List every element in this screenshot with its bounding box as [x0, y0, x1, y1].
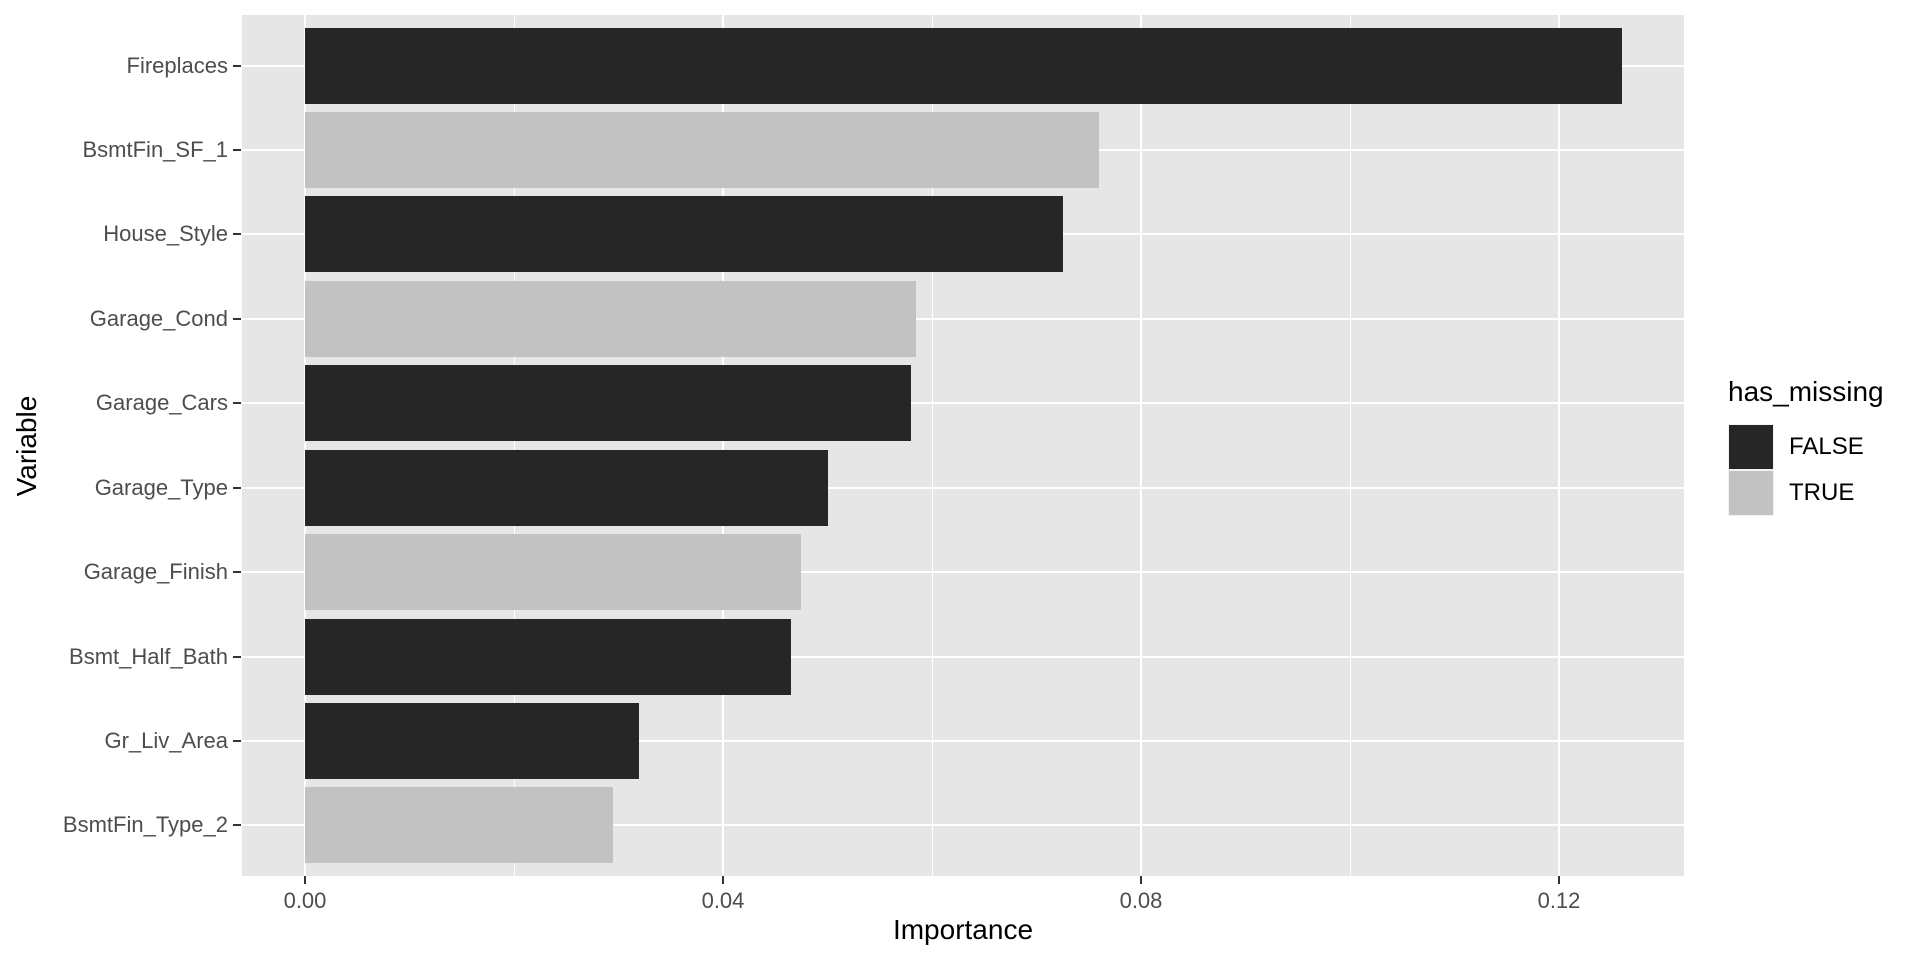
- y-tick-mark: [233, 317, 241, 320]
- y-tick-label: BsmtFin_SF_1: [82, 137, 229, 163]
- bar-fireplaces: [305, 27, 1622, 104]
- legend-key-false: FALSE: [1728, 424, 1884, 470]
- v-major-gridline: [1140, 15, 1142, 876]
- v-minor-gridline: [931, 15, 933, 876]
- y-tick-label: Gr_Liv_Area: [104, 727, 228, 753]
- bar-bsmtfin_sf_1: [305, 112, 1100, 189]
- legend-label-false: FALSE: [1789, 433, 1864, 460]
- legend: has_missing FALSE TRUE: [1728, 376, 1884, 516]
- y-tick-mark: [233, 402, 241, 405]
- v-major-gridline: [1558, 15, 1560, 876]
- v-major-gridline: [304, 15, 306, 876]
- y-tick-mark: [233, 149, 241, 152]
- y-tick-label: Fireplaces: [126, 52, 228, 78]
- h-gridline: [242, 824, 1684, 827]
- bar-gr_liv_area: [305, 702, 640, 779]
- y-tick-mark: [233, 486, 241, 489]
- v-minor-gridline: [513, 15, 515, 876]
- x-tick-label: 0.12: [1537, 888, 1581, 913]
- y-tick-label: House_Style: [103, 221, 228, 247]
- x-tick-mark: [1558, 876, 1560, 884]
- y-tick-mark: [233, 571, 241, 574]
- h-gridline: [242, 317, 1684, 320]
- v-minor-gridline: [1349, 15, 1351, 876]
- v-major-gridline: [722, 15, 724, 876]
- x-tick-mark: [1140, 876, 1142, 884]
- y-tick-label: Garage_Cars: [95, 390, 228, 416]
- y-tick-mark: [233, 233, 241, 236]
- plot-panel: [242, 15, 1684, 876]
- y-tick-label: Garage_Type: [94, 474, 228, 500]
- bar-bsmtfin_type_2: [305, 787, 614, 864]
- x-axis-title: Importance: [892, 914, 1034, 945]
- bar-garage_finish: [305, 534, 802, 611]
- h-gridline: [242, 571, 1684, 574]
- bar-garage_cond: [305, 280, 917, 357]
- y-tick-label: Bsmt_Half_Bath: [69, 643, 228, 669]
- bar-garage_type: [305, 449, 828, 526]
- h-gridline: [242, 486, 1684, 489]
- legend-key-true: TRUE: [1728, 470, 1884, 516]
- x-tick-mark: [722, 876, 724, 884]
- y-tick-mark: [233, 64, 241, 67]
- bar-bsmt_half_bath: [305, 618, 791, 695]
- legend-swatch-false: [1728, 424, 1774, 470]
- legend-title: has_missing: [1728, 376, 1884, 407]
- h-gridline: [242, 402, 1684, 405]
- x-tick-label: 0.04: [701, 888, 745, 913]
- x-tick-mark: [304, 876, 306, 884]
- bar-garage_cars: [305, 365, 912, 442]
- h-gridline: [242, 655, 1684, 658]
- y-tick-label: BsmtFin_Type_2: [62, 812, 228, 838]
- y-tick-label: Garage_Finish: [83, 559, 228, 585]
- h-gridline: [242, 739, 1684, 742]
- x-tick-label: 0.08: [1119, 888, 1163, 913]
- x-tick-label: 0.00: [283, 888, 327, 913]
- bar-house_style: [305, 196, 1063, 273]
- y-tick-label: Garage_Cond: [89, 305, 228, 331]
- legend-swatch-true: [1728, 470, 1774, 516]
- y-tick-mark: [233, 824, 241, 827]
- y-tick-mark: [233, 655, 241, 658]
- y-tick-mark: [233, 739, 241, 742]
- legend-label-true: TRUE: [1789, 479, 1855, 506]
